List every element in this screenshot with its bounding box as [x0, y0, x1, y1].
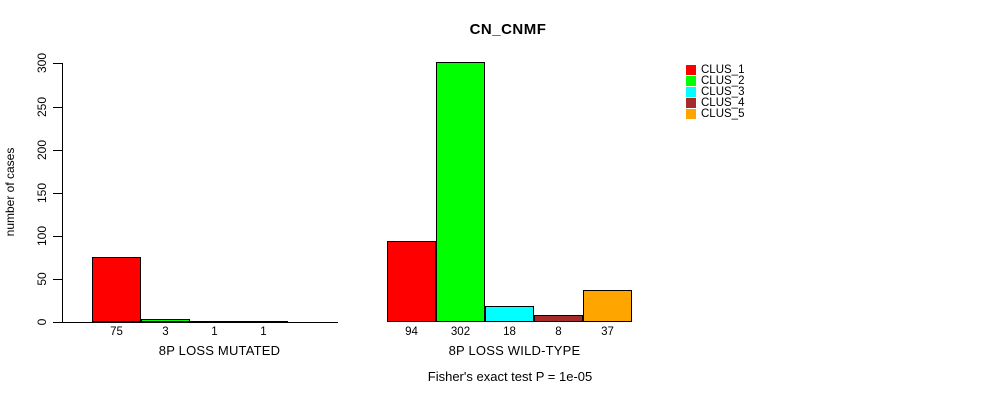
bar-clus-4	[534, 315, 583, 322]
chart-title: CN_CNMF	[469, 21, 547, 38]
bar-clus-2	[141, 319, 190, 322]
group-label: 8P LOSS WILD-TYPE	[448, 343, 581, 358]
legend-label: CLUS_1	[701, 63, 745, 76]
y-axis-tick	[53, 106, 62, 108]
bar-clus-2	[436, 61, 485, 322]
legend-label: CLUS_3	[701, 85, 745, 98]
y-axis-tick-label: 150	[35, 182, 49, 203]
y-axis-tick-label: 100	[35, 225, 49, 246]
bar-value-label: 94	[405, 326, 418, 338]
y-axis-tick	[53, 278, 62, 280]
legend-swatch-icon	[686, 98, 696, 109]
bar-value-label: 302	[450, 326, 471, 338]
bar-clus-5	[583, 290, 632, 322]
y-axis-tick-label: 50	[35, 272, 49, 286]
bar-value-label: 37	[601, 326, 614, 338]
y-axis-tick-label: 300	[35, 53, 49, 74]
y-axis-tick	[53, 149, 62, 151]
y-axis-tick-label: 250	[35, 96, 49, 117]
bar-value-label: 3	[162, 326, 169, 338]
bar-value-label: 1	[260, 326, 267, 338]
y-axis-tick	[53, 63, 62, 65]
bar-clus-1	[92, 257, 141, 322]
legend-swatch-icon	[686, 86, 696, 97]
legend-label: CLUS_4	[701, 97, 745, 110]
legend: CLUS_1 CLUS_2 CLUS_3 CLUS_4 CLUS_5	[686, 64, 744, 120]
legend-swatch-icon	[686, 75, 696, 86]
legend-swatch-icon	[686, 64, 696, 75]
y-axis-tick-label: 0	[35, 318, 49, 326]
y-axis-tick	[53, 235, 62, 237]
stat-test-caption: Fisher's exact test P = 1e-05	[427, 369, 593, 384]
legend-label: CLUS_2	[701, 74, 745, 87]
legend-label: CLUS_5	[701, 108, 745, 121]
bar-clus-4	[239, 321, 288, 323]
bar-clus-3	[485, 306, 534, 322]
bar-clus-1	[387, 240, 436, 322]
y-axis-tick	[53, 192, 62, 194]
legend-swatch-icon	[686, 109, 696, 120]
y-axis-tick-label: 200	[35, 139, 49, 160]
legend-item: CLUS_4	[686, 97, 745, 110]
bar-value-label: 8	[555, 326, 562, 338]
legend-item: CLUS_2	[686, 74, 745, 87]
y-axis-tick	[53, 322, 62, 323]
legend-item: CLUS_1	[686, 64, 744, 75]
legend-item: CLUS_3	[686, 85, 745, 98]
bar-clus-3	[190, 321, 239, 323]
group-label: 8P LOSS MUTATED	[158, 343, 281, 358]
bar-value-label: 18	[503, 326, 516, 338]
y-axis-line	[62, 63, 63, 322]
bar-value-label: 75	[110, 326, 123, 338]
bar-value-label: 1	[211, 326, 218, 338]
legend-item: CLUS_5	[686, 109, 744, 120]
